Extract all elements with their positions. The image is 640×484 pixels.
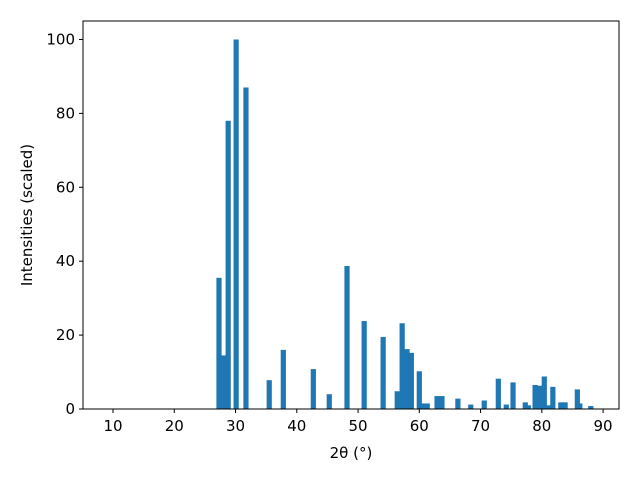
x-tick-label: 80: [532, 417, 551, 435]
bar: [537, 385, 543, 409]
bar: [394, 391, 400, 409]
y-tick-label: 60: [56, 178, 75, 196]
bar: [420, 403, 426, 409]
bar: [243, 87, 249, 409]
bar: [588, 406, 594, 409]
bar: [216, 277, 222, 409]
y-tick-label: 0: [65, 400, 75, 418]
bar: [510, 382, 516, 409]
bar: [455, 398, 461, 409]
bar: [344, 265, 350, 409]
y-tick-label: 100: [46, 30, 75, 48]
bar: [525, 405, 531, 409]
x-tick-label: 90: [594, 417, 613, 435]
bar: [481, 400, 487, 409]
y-tick-label: 40: [56, 252, 75, 270]
bar: [522, 402, 528, 409]
bar: [266, 380, 272, 409]
bar: [221, 355, 227, 409]
bar: [574, 389, 580, 409]
bar: [439, 396, 445, 409]
bar: [399, 323, 405, 409]
bar: [416, 371, 422, 409]
x-tick-label: 70: [471, 417, 490, 435]
bar: [468, 404, 474, 409]
y-axis-label: Intensities (scaled): [18, 144, 36, 286]
y-tick-label: 80: [56, 104, 75, 122]
bar: [550, 386, 556, 409]
bar: [541, 376, 547, 409]
bar: [233, 39, 239, 409]
bar: [361, 321, 367, 409]
bar: [310, 369, 316, 409]
bar: [326, 394, 332, 409]
x-tick-label: 40: [287, 417, 306, 435]
x-tick-label: 30: [226, 417, 245, 435]
bar: [404, 349, 410, 409]
bar: [225, 120, 231, 410]
bar: [546, 405, 552, 409]
plot-frame: [82, 20, 620, 410]
bar: [532, 384, 538, 409]
bar: [503, 404, 509, 409]
bar: [562, 402, 568, 409]
bar: [558, 402, 564, 409]
x-tick-label: 10: [103, 417, 122, 435]
bar: [280, 349, 286, 409]
x-axis-label: 2θ (°): [330, 444, 373, 462]
x-tick-label: 50: [348, 417, 367, 435]
bar: [434, 396, 440, 409]
bar: [380, 336, 386, 409]
y-tick-label: 20: [56, 326, 75, 344]
bar: [424, 403, 430, 409]
x-tick-label: 60: [410, 417, 429, 435]
bar: [577, 403, 583, 409]
bar: [408, 352, 414, 409]
bar: [495, 378, 501, 409]
x-tick-label: 20: [165, 417, 184, 435]
